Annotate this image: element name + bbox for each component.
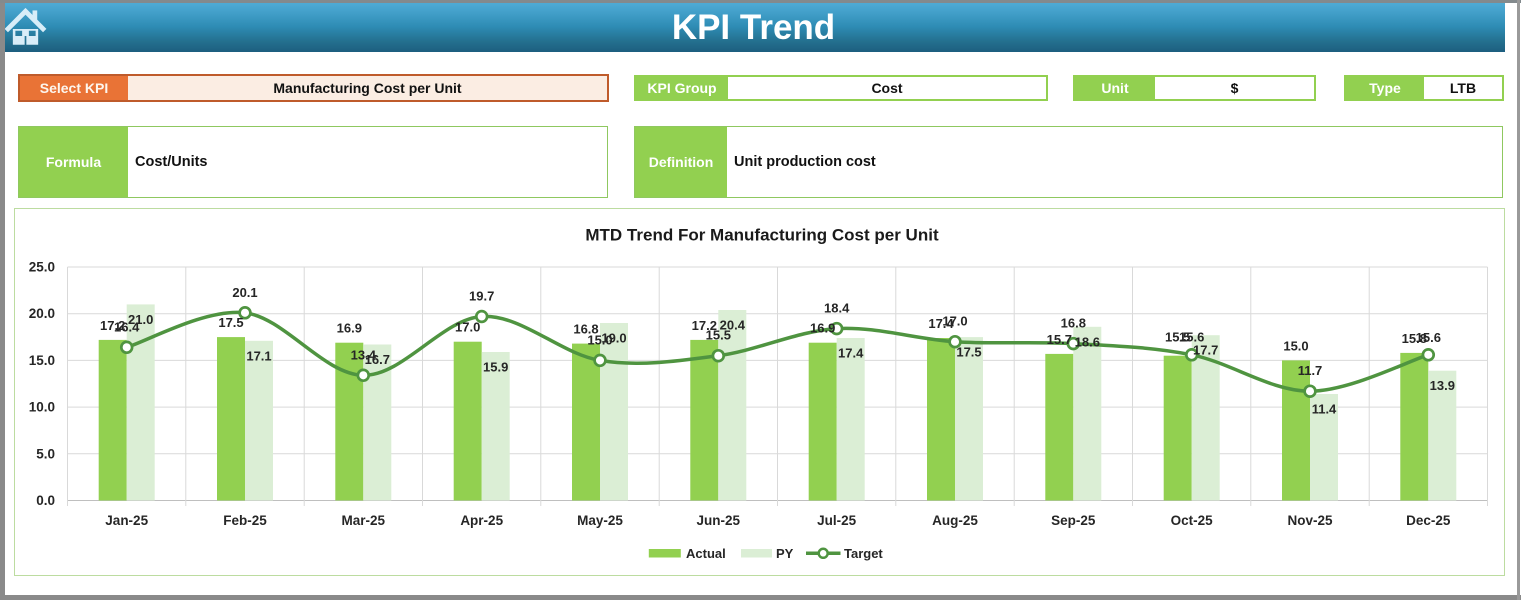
svg-text:15.0: 15.0 [1283, 338, 1308, 353]
svg-text:16.4: 16.4 [114, 319, 140, 334]
svg-text:17.2: 17.2 [100, 318, 125, 333]
svg-text:11.4: 11.4 [1312, 402, 1337, 417]
svg-text:MTD Trend For Manufacturing Co: MTD Trend For Manufacturing Cost per Uni… [585, 226, 939, 245]
svg-text:Actual: Actual [686, 546, 726, 561]
svg-text:15.9: 15.9 [483, 360, 508, 375]
svg-text:18.6: 18.6 [1075, 334, 1100, 349]
svg-text:17.2: 17.2 [692, 318, 717, 333]
svg-text:5.0: 5.0 [36, 446, 55, 461]
svg-text:15.6: 15.6 [1416, 330, 1441, 345]
svg-text:15.6: 15.6 [1179, 329, 1204, 344]
svg-text:15.0: 15.0 [587, 332, 612, 347]
svg-text:15.5: 15.5 [1165, 330, 1190, 345]
svg-text:17.1: 17.1 [246, 348, 271, 363]
svg-text:19.0: 19.0 [601, 331, 626, 346]
svg-text:Aug-25: Aug-25 [932, 513, 978, 528]
svg-text:Nov-25: Nov-25 [1287, 513, 1333, 528]
svg-text:21.0: 21.0 [128, 312, 153, 327]
svg-text:15.0: 15.0 [29, 353, 55, 368]
svg-text:Jan-25: Jan-25 [105, 513, 148, 528]
svg-text:19.7: 19.7 [469, 289, 494, 304]
svg-text:20.0: 20.0 [29, 306, 55, 321]
svg-text:15.5: 15.5 [706, 328, 731, 343]
svg-text:16.9: 16.9 [810, 321, 835, 336]
svg-text:Jun-25: Jun-25 [697, 513, 741, 528]
svg-text:0.0: 0.0 [36, 493, 55, 508]
svg-text:17.7: 17.7 [1193, 343, 1218, 358]
svg-text:16.9: 16.9 [337, 321, 362, 336]
svg-text:Sep-25: Sep-25 [1051, 513, 1096, 528]
svg-text:13.9: 13.9 [1430, 378, 1455, 393]
svg-text:PY: PY [776, 546, 794, 561]
svg-text:17.0: 17.0 [942, 314, 967, 329]
svg-text:16.8: 16.8 [573, 322, 598, 337]
svg-text:13.4: 13.4 [351, 347, 377, 362]
svg-text:17.0: 17.0 [455, 320, 480, 335]
svg-text:16.7: 16.7 [365, 352, 390, 367]
svg-text:Target: Target [844, 546, 883, 561]
svg-text:May-25: May-25 [577, 513, 623, 528]
svg-text:17.5: 17.5 [218, 315, 243, 330]
svg-text:Jul-25: Jul-25 [817, 513, 857, 528]
svg-text:Apr-25: Apr-25 [460, 513, 503, 528]
svg-text:25.0: 25.0 [29, 260, 55, 275]
svg-text:Feb-25: Feb-25 [223, 513, 267, 528]
svg-text:10.0: 10.0 [29, 400, 55, 415]
svg-text:Oct-25: Oct-25 [1171, 513, 1214, 528]
svg-text:20.4: 20.4 [720, 318, 746, 333]
svg-text:18.4: 18.4 [824, 301, 850, 316]
svg-text:16.8: 16.8 [1061, 316, 1086, 331]
svg-text:17.4: 17.4 [928, 316, 954, 331]
svg-text:11.7: 11.7 [1298, 363, 1323, 378]
svg-text:15.7: 15.7 [1047, 332, 1072, 347]
svg-text:20.1: 20.1 [232, 285, 257, 300]
svg-text:Mar-25: Mar-25 [342, 513, 386, 528]
svg-text:17.5: 17.5 [956, 345, 981, 360]
svg-text:Dec-25: Dec-25 [1406, 513, 1451, 528]
svg-text:15.8: 15.8 [1402, 331, 1427, 346]
svg-text:17.4: 17.4 [838, 346, 864, 361]
